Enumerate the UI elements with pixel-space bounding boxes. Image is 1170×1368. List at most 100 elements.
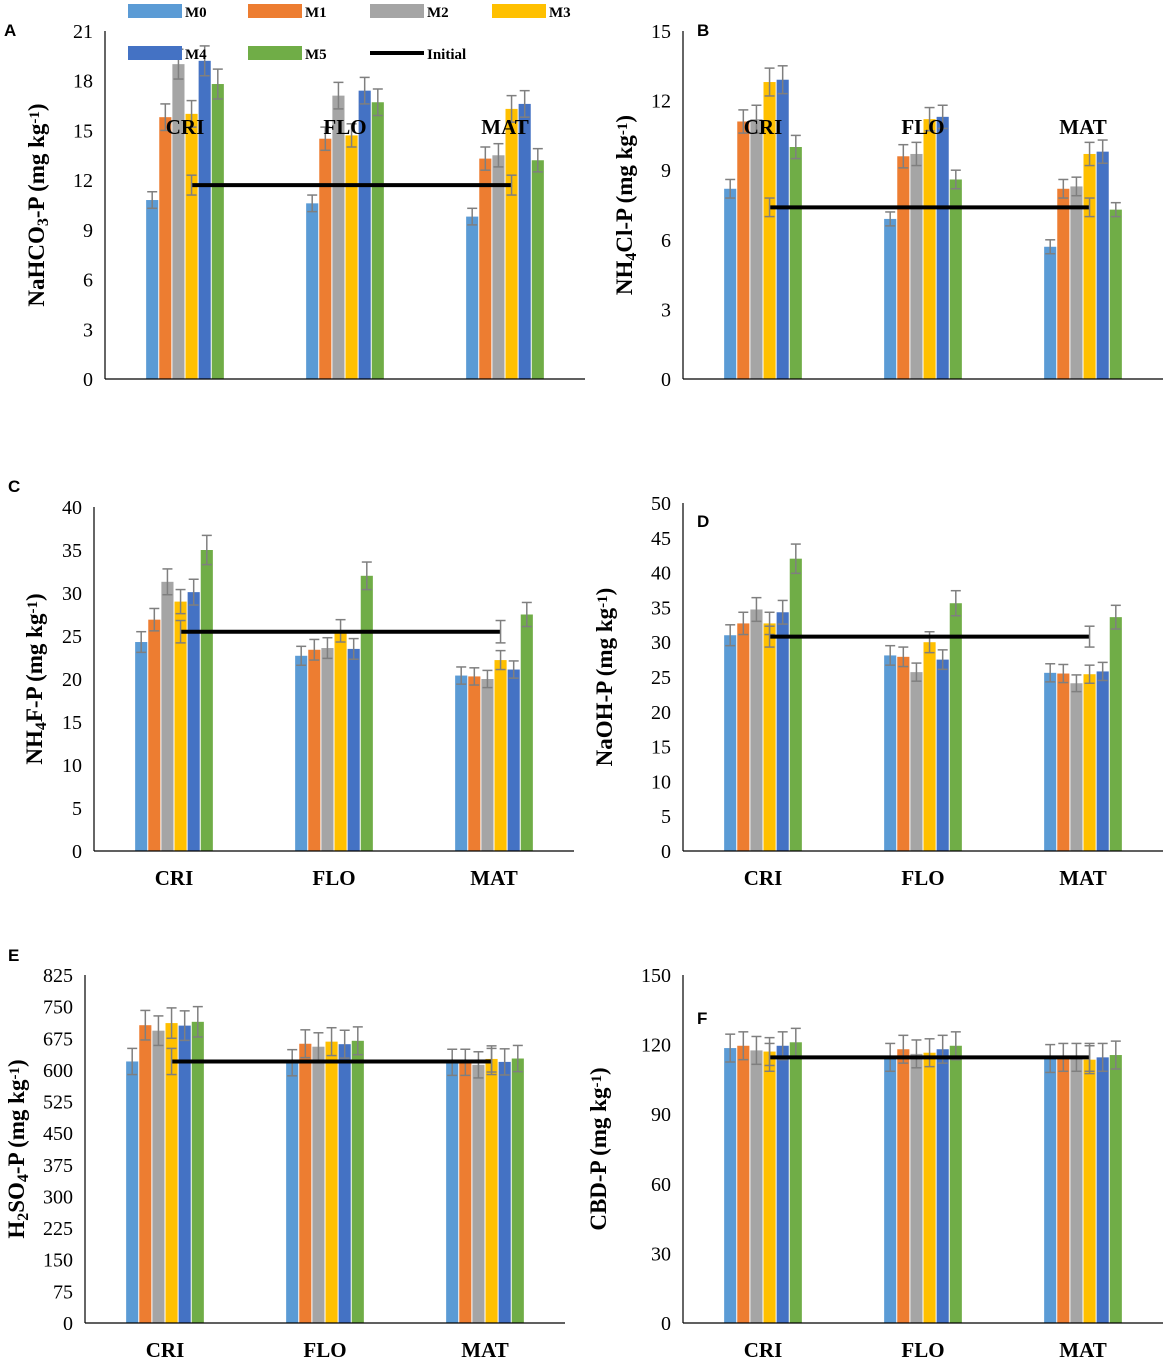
bar-m5-cri (200, 550, 213, 851)
x-tick-label-mat: MAT (470, 866, 517, 890)
bar-m0-cri (135, 642, 148, 851)
bar-m4-mat (1096, 1057, 1109, 1323)
bar-m4-cri (776, 612, 789, 851)
bar-m3-cri (763, 1051, 776, 1323)
y-tick-label: 0 (661, 1313, 671, 1335)
legend-swatch-m5 (248, 46, 302, 60)
y-axis-label-part: ) (4, 1059, 29, 1067)
y-tick-label: 90 (651, 1104, 671, 1126)
bar-m3-cri (763, 623, 776, 851)
y-axis-label-part: ) (22, 593, 47, 601)
bar-m3-flo (923, 642, 936, 851)
bar-m3-cri (165, 1023, 178, 1323)
bar-m1-flo (319, 138, 332, 379)
y-axis-label: NaHCO3-P (mg kg-1) (24, 103, 52, 306)
bar-m2-cri (750, 1050, 763, 1323)
bar-m0-flo (884, 1057, 897, 1323)
x-tick-label-mat: MAT (461, 1338, 508, 1362)
y-tick-label: 300 (43, 1186, 73, 1208)
panel-letter: D (697, 512, 709, 531)
x-tick-label-cri: CRI (744, 866, 783, 890)
bar-m4-flo (936, 116, 949, 379)
bar-m0-flo (295, 655, 308, 851)
legend-label-m1: M1 (305, 5, 327, 21)
bar-m4-cri (178, 1025, 191, 1323)
bar-m1-mat (1057, 1057, 1070, 1323)
bar-m2-mat (1070, 186, 1083, 379)
legend-swatch-m4 (128, 46, 182, 60)
bar-m5-mat (520, 614, 533, 851)
y-tick-label: 0 (83, 369, 93, 391)
bar-m1-flo (897, 1049, 910, 1323)
y-tick-label: 30 (651, 632, 671, 654)
y-tick-label: 5 (72, 798, 82, 820)
bar-m3-flo (345, 135, 358, 379)
y-axis-label-part: 3 (35, 218, 52, 226)
bar-m2-cri (161, 581, 174, 851)
bar-m4-flo (358, 90, 371, 380)
y-axis-label-part: -1 (25, 601, 41, 614)
y-tick-label: 750 (43, 997, 73, 1019)
y-tick-label: 225 (43, 1218, 73, 1240)
bar-m5-cri (191, 1021, 204, 1323)
y-tick-label: 45 (651, 528, 671, 550)
y-tick-label: 10 (62, 755, 82, 777)
bar-m1-mat (479, 158, 492, 379)
bar-m4-flo (338, 1044, 351, 1323)
legend-label-m4: M4 (185, 47, 207, 63)
bar-m5-mat (1109, 209, 1122, 379)
y-axis-label-part: NH (22, 730, 47, 765)
legend-label-m0: M0 (185, 5, 207, 21)
y-tick-label: 0 (63, 1313, 73, 1335)
legend-label-m2: M2 (427, 5, 449, 21)
y-axis-label-part: -P (mg kg (4, 1079, 29, 1174)
y-tick-label: 150 (43, 1250, 73, 1272)
y-axis-label-part: -1 (7, 1067, 23, 1080)
x-tick-label-cri: CRI (155, 866, 194, 890)
bar-m0-flo (884, 655, 897, 851)
bar-m2-cri (750, 119, 763, 379)
bar-m2-flo (910, 153, 923, 379)
bar-m2-flo (321, 648, 334, 851)
y-tick-label: 20 (651, 702, 671, 724)
bar-m1-cri (148, 619, 161, 851)
y-tick-label: 18 (73, 71, 93, 93)
bar-m4-flo (936, 659, 949, 851)
x-tick-label-flo: FLO (303, 1338, 346, 1362)
bar-m0-flo (306, 203, 319, 379)
x-tick-label-flo: FLO (901, 115, 944, 139)
bar-m3-flo (923, 1052, 936, 1323)
y-tick-label: 15 (651, 21, 671, 43)
bar-m2-mat (481, 679, 494, 851)
y-tick-label: 25 (651, 667, 671, 689)
x-tick-label-mat: MAT (481, 115, 528, 139)
y-tick-label: 0 (661, 369, 671, 391)
legend-swatch-m1 (248, 4, 302, 18)
y-axis-label-part: ) (586, 1067, 611, 1075)
y-axis-label-part: -1 (615, 123, 631, 136)
panel-C: C 0 5 10 15 20 25 30 35 40 NH4F-P (mg kg-1) CRI FLO M… (8, 477, 574, 890)
y-axis-label-part: -1 (27, 111, 43, 124)
bar-m3-flo (923, 119, 936, 379)
bar-m1-mat (468, 676, 481, 851)
y-tick-label: 21 (73, 21, 93, 43)
y-axis-label-part: ) (592, 588, 617, 596)
y-tick-label: 375 (43, 1155, 73, 1177)
y-tick-label: 15 (62, 712, 82, 734)
y-axis-label-part: ) (24, 103, 49, 111)
bar-m0-mat (466, 216, 479, 379)
y-tick-label: 35 (651, 597, 671, 619)
bar-m0-mat (1044, 246, 1057, 379)
y-axis-label-part: ) (612, 115, 637, 123)
legend-label-initial: Initial (427, 47, 466, 63)
bar-m1-cri (159, 117, 172, 380)
bar-m4-cri (187, 592, 200, 851)
bar-m0-flo (286, 1062, 299, 1323)
bar-m4-cri (198, 60, 211, 379)
bar-m3-flo (334, 630, 347, 851)
bar-m5-flo (371, 102, 384, 379)
x-tick-label-cri: CRI (744, 1338, 783, 1362)
x-tick-label-flo: FLO (901, 866, 944, 890)
